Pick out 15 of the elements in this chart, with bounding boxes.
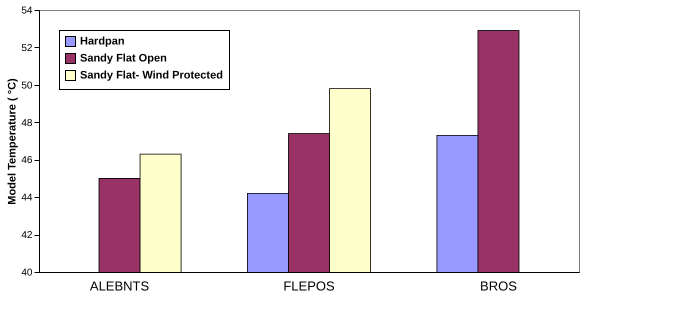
y-tick-label: 44 bbox=[21, 192, 33, 204]
legend-label: Hardpan bbox=[80, 36, 125, 48]
y-tick-label: 42 bbox=[21, 230, 33, 242]
y-tick-label: 40 bbox=[21, 268, 33, 278]
x-tick-label: FLEPOS bbox=[283, 278, 335, 294]
y-tick-label: 50 bbox=[21, 80, 33, 92]
y-tick-label: 46 bbox=[21, 155, 33, 166]
legend-label: Sandy Flat- Wind Protected bbox=[80, 70, 223, 82]
x-tick-label: ALEBNTS bbox=[90, 278, 150, 294]
legend-label: Sandy Flat Open bbox=[80, 52, 168, 64]
y-tick-label: 48 bbox=[21, 118, 33, 129]
y-axis-title: Model Temperature ( °C) bbox=[6, 78, 18, 205]
x-tick-label: BROS bbox=[480, 278, 518, 294]
y-tick-label: 54 bbox=[21, 6, 33, 16]
y-tick-label: 52 bbox=[21, 42, 33, 54]
